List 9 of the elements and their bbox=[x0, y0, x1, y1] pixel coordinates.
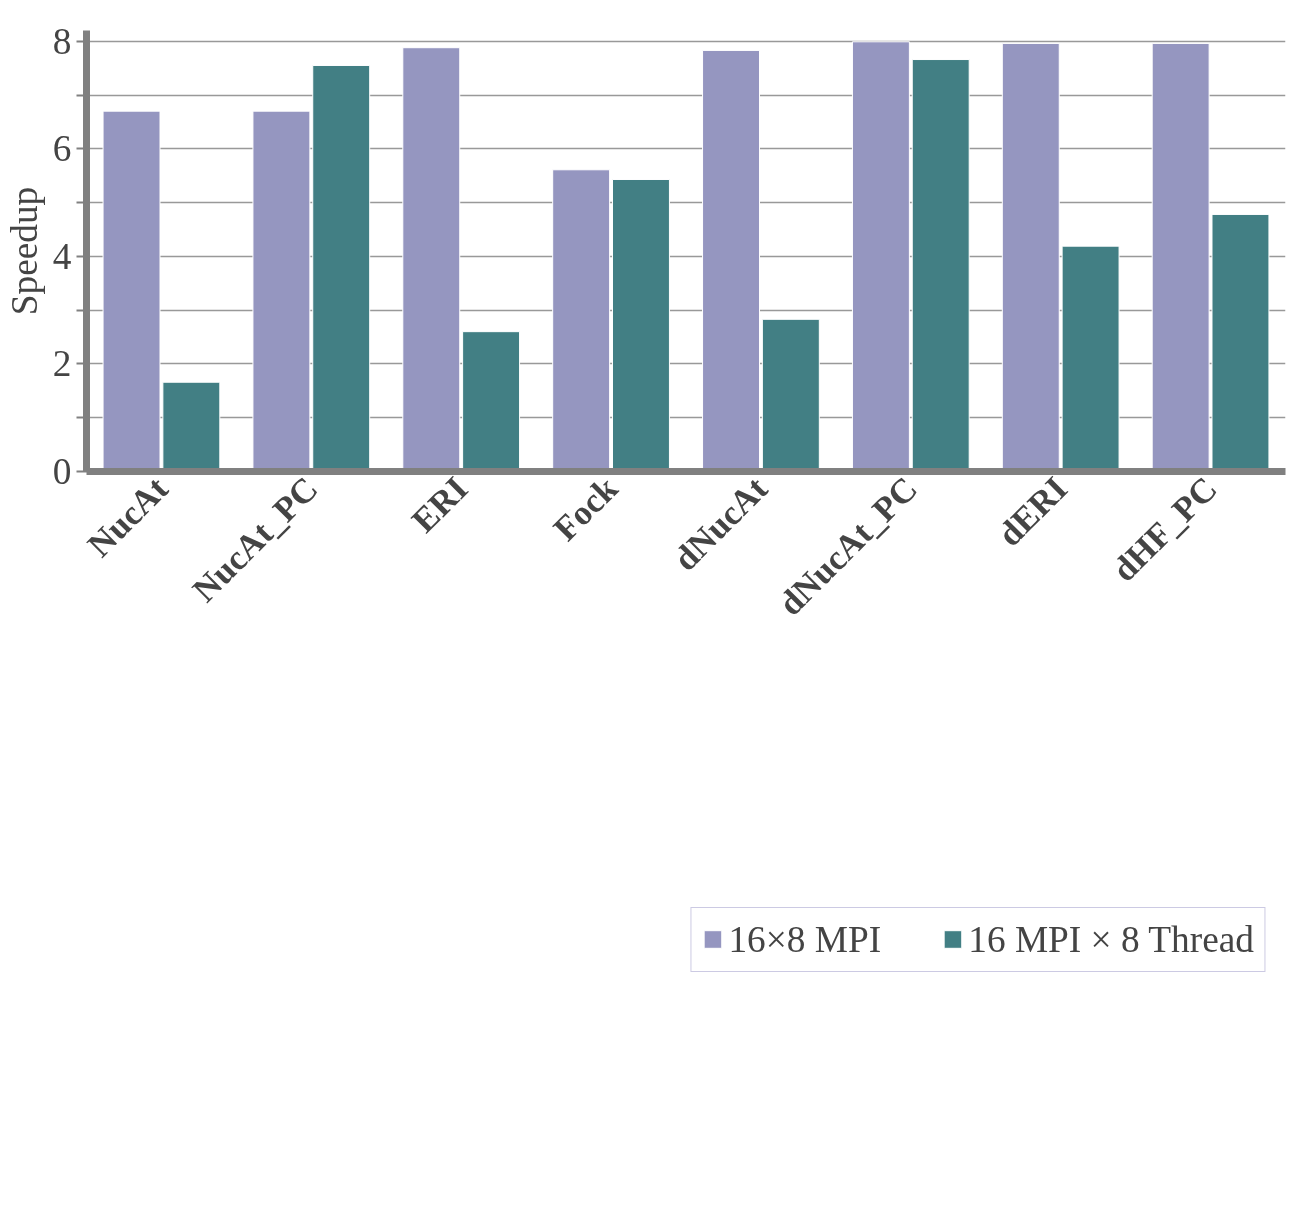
y-tick-label: 8 bbox=[52, 20, 72, 62]
y-tick-label: 0 bbox=[52, 451, 72, 492]
y-axis-title: Speedup bbox=[3, 186, 45, 316]
legend-label: 16 MPI × 8 Thread bbox=[968, 917, 1254, 961]
y-tick-label: 4 bbox=[52, 235, 72, 277]
y-tick-label: 2 bbox=[52, 343, 72, 385]
legend-label: 16×8 MPI bbox=[728, 917, 882, 961]
x-tick-label: ERI bbox=[404, 469, 475, 540]
y-tick-label: 6 bbox=[52, 128, 72, 170]
